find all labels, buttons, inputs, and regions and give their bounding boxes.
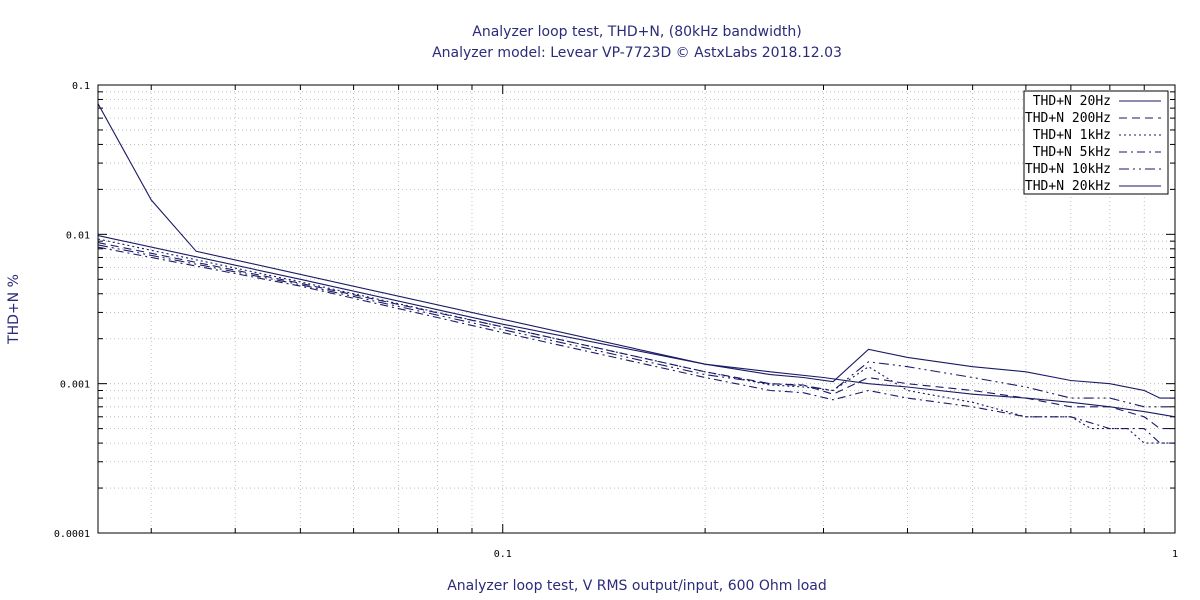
- legend-label: THD+N 20Hz: [1033, 94, 1111, 109]
- x-tick-label: 1: [1172, 549, 1178, 560]
- legend-label: THD+N 10kHz: [1025, 162, 1111, 177]
- series-line-1: [97, 103, 1176, 418]
- y-tick-label: 0.01: [66, 230, 90, 241]
- series-line-6: [97, 235, 1175, 399]
- x-tick-label: 0.1: [494, 549, 512, 560]
- legend-box: [1023, 90, 1169, 195]
- series-line-2: [97, 242, 1175, 430]
- series-line-4: [97, 246, 1175, 444]
- plot-area-border: [97, 84, 1176, 534]
- legend-label: THD+N 5kHz: [1033, 145, 1111, 160]
- series-line-5: [97, 244, 1175, 408]
- y-axis-title: THD+N %: [6, 274, 22, 345]
- tick-labels: 0.1 1 0.1 0.01 0.001 0.0001: [54, 81, 1178, 560]
- axis-ticks: [98, 84, 1176, 534]
- series-lines: [97, 103, 1176, 444]
- grid: [98, 84, 1176, 534]
- y-tick-label: 0.001: [60, 380, 90, 391]
- legend-label: THD+N 20kHz: [1025, 179, 1111, 194]
- legend: THD+N 20Hz THD+N 200Hz THD+N 1kHz THD+N 5kH…: [1023, 90, 1169, 195]
- x-axis-title: Analyzer loop test, V RMS output/input, …: [447, 578, 827, 594]
- chart-subtitle: Analyzer model: Levear VP-7723D © AstxLa…: [432, 45, 842, 61]
- legend-label: THD+N 200Hz: [1025, 111, 1111, 126]
- series-line-3: [97, 238, 1175, 444]
- y-tick-label: 0.0001: [54, 529, 90, 540]
- legend-label: THD+N 1kHz: [1033, 128, 1111, 143]
- chart-title: Analyzer loop test, THD+N, (80kHz bandwi…: [472, 24, 801, 40]
- y-tick-label: 0.1: [72, 81, 90, 92]
